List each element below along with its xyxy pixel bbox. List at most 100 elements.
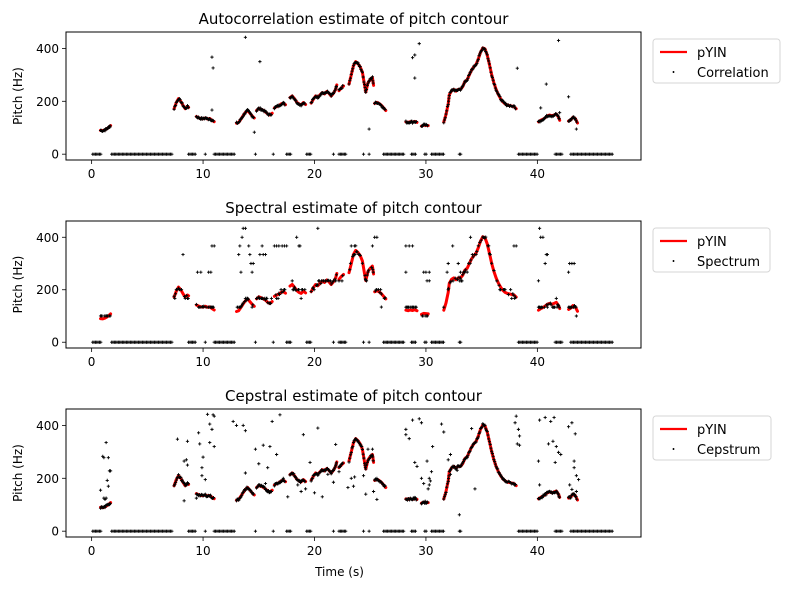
estimator-unvoiced-point xyxy=(402,152,406,156)
estimator-point xyxy=(509,288,513,292)
estimator-point xyxy=(483,47,487,51)
estimator-point xyxy=(108,314,112,318)
estimator-outlier-point xyxy=(379,305,383,309)
estimator-point xyxy=(173,296,177,301)
estimator-outlier-point xyxy=(516,427,521,431)
estimator-unvoiced-point xyxy=(361,340,366,344)
estimator-unvoiced-point xyxy=(232,340,236,344)
estimator-point xyxy=(244,299,248,303)
estimator-point xyxy=(542,305,547,309)
estimator-outlier-point xyxy=(470,426,474,431)
estimator-series-correlation xyxy=(91,35,614,156)
legend-marker-swatch xyxy=(672,71,675,73)
estimator-point xyxy=(447,96,451,100)
estimator-point xyxy=(290,279,294,283)
estimator-point xyxy=(442,497,446,501)
estimator-point xyxy=(371,270,375,274)
estimator-point xyxy=(365,83,369,88)
estimator-point xyxy=(446,99,451,103)
estimator-point xyxy=(513,482,518,487)
estimator-point xyxy=(265,296,269,301)
estimator-point xyxy=(310,100,314,104)
estimator-point xyxy=(544,493,548,497)
estimator-point xyxy=(360,444,364,449)
estimator-point xyxy=(480,425,484,429)
estimator-point xyxy=(370,265,374,270)
estimator-point xyxy=(475,59,480,63)
estimator-unvoiced-point xyxy=(413,152,418,156)
estimator-unvoiced-point xyxy=(459,152,463,156)
estimator-point xyxy=(379,288,383,292)
estimator-point xyxy=(491,78,495,82)
estimator-outlier-point xyxy=(448,472,453,476)
estimator-outlier-point xyxy=(375,235,379,239)
estimator-outlier-point xyxy=(285,244,289,248)
estimator-point xyxy=(178,97,182,102)
estimator-point xyxy=(366,270,370,274)
estimator-outlier-point xyxy=(185,463,190,467)
estimator-point xyxy=(493,459,497,463)
estimator-outlier-point xyxy=(181,252,185,257)
estimator-point xyxy=(348,456,352,460)
estimator-outlier-point xyxy=(251,261,255,266)
estimator-point xyxy=(451,279,455,283)
estimator-point xyxy=(465,456,469,460)
estimator-point xyxy=(414,305,418,309)
estimator-point xyxy=(488,442,492,446)
estimator-outlier-point xyxy=(410,418,415,422)
estimator-point xyxy=(506,293,510,297)
estimator-outlier-point xyxy=(301,433,305,437)
estimator-point xyxy=(371,267,375,272)
estimator-unvoiced-point xyxy=(271,529,275,533)
estimator-unvoiced-point xyxy=(253,529,258,533)
estimator-outlier-point xyxy=(445,270,449,274)
estimator-point xyxy=(545,305,549,309)
estimator-outlier-point xyxy=(536,279,541,283)
estimator-point xyxy=(496,467,500,471)
legend-box xyxy=(652,227,771,273)
estimator-point xyxy=(493,462,497,466)
estimator-point xyxy=(513,105,517,109)
estimator-point xyxy=(485,53,489,57)
estimator-outlier-point xyxy=(296,483,300,487)
estimator-point xyxy=(294,475,298,480)
estimator-unvoiced-point xyxy=(170,529,174,533)
estimator-outlier-point xyxy=(549,419,553,424)
estimator-unvoiced-point xyxy=(289,529,293,533)
estimator-point xyxy=(442,121,446,125)
estimator-point xyxy=(370,76,374,81)
estimator-outlier-point xyxy=(556,38,561,43)
estimator-outlier-point xyxy=(353,244,357,248)
estimator-outlier-point xyxy=(234,423,239,427)
estimator-outlier-point xyxy=(210,55,214,59)
estimator-outlier-point xyxy=(566,95,571,99)
estimator-point xyxy=(294,98,298,102)
estimator-point xyxy=(173,480,178,485)
estimator-point xyxy=(442,305,446,309)
estimator-outlier-point xyxy=(536,459,541,463)
estimator-outlier-point xyxy=(539,106,543,110)
estimator-outlier-point xyxy=(316,426,320,430)
estimator-point xyxy=(334,84,339,88)
x-tick-label: 0 xyxy=(88,167,96,181)
estimator-point xyxy=(180,478,184,482)
estimator-outlier-point xyxy=(455,468,459,472)
x-tick-label: 30 xyxy=(418,544,433,558)
legend-label-estimator: Cepstrum xyxy=(697,443,760,458)
estimator-outlier-point xyxy=(200,466,204,470)
estimator-outlier-point xyxy=(263,481,268,486)
estimator-outlier-point xyxy=(212,244,216,248)
estimator-point xyxy=(365,273,369,277)
estimator-point xyxy=(311,476,315,480)
estimator-point xyxy=(269,489,274,494)
estimator-outlier-point xyxy=(349,244,353,248)
estimator-point xyxy=(569,496,573,500)
y-tick-label: 400 xyxy=(36,419,59,433)
estimator-outlier-point xyxy=(258,252,262,257)
estimator-point xyxy=(173,482,177,486)
estimator-outlier-point xyxy=(572,261,576,266)
y-tick-label: 0 xyxy=(51,525,59,539)
estimator-outlier-point xyxy=(105,478,109,483)
estimator-point xyxy=(237,498,241,502)
estimator-point xyxy=(172,107,176,111)
